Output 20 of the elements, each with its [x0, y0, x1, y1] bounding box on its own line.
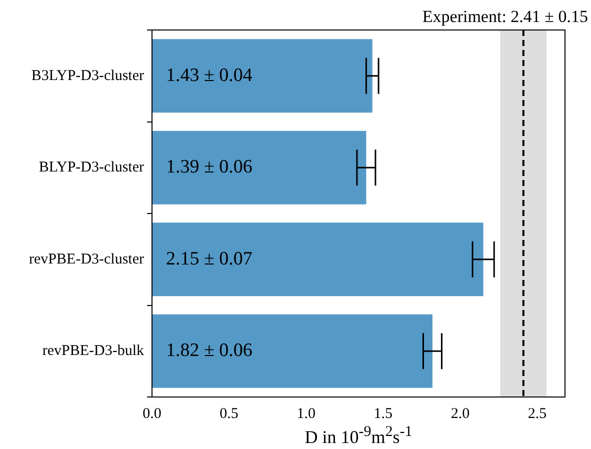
bar — [152, 314, 432, 388]
data-label: 2.15 ± 0.07 — [166, 248, 252, 270]
bar — [152, 222, 484, 296]
y-tick-label: BLYP-D3-cluster — [38, 160, 144, 176]
x-tick-label: 2.5 — [528, 406, 547, 422]
data-label: 1.39 ± 0.06 — [166, 156, 252, 178]
x-tick-label: 1.5 — [374, 406, 393, 422]
bar — [152, 39, 372, 113]
x-tick-label: 1.0 — [296, 406, 316, 422]
x-axis-title: D in 10$^{-9}$m$^{2}$s$^{-1}$ — [304, 423, 414, 448]
ref-line-label: Experiment: 2.41 ± 0.15 — [422, 6, 588, 26]
data-label: 1.43 ± 0.04 — [166, 64, 253, 86]
x-tick-label: 0.5 — [220, 406, 238, 422]
data-label: 1.82 ± 0.06 — [166, 340, 252, 362]
y-tick-label: revPBE-D3-bulk — [42, 343, 144, 360]
x-tick-label: 2.0 — [450, 406, 470, 422]
bar — [152, 130, 366, 204]
y-tick-label: B3LYP-D3-cluster — [31, 68, 144, 84]
y-tick-label: revPBE-D3-cluster — [29, 251, 144, 268]
x-tick-label: 0.0 — [142, 406, 162, 422]
